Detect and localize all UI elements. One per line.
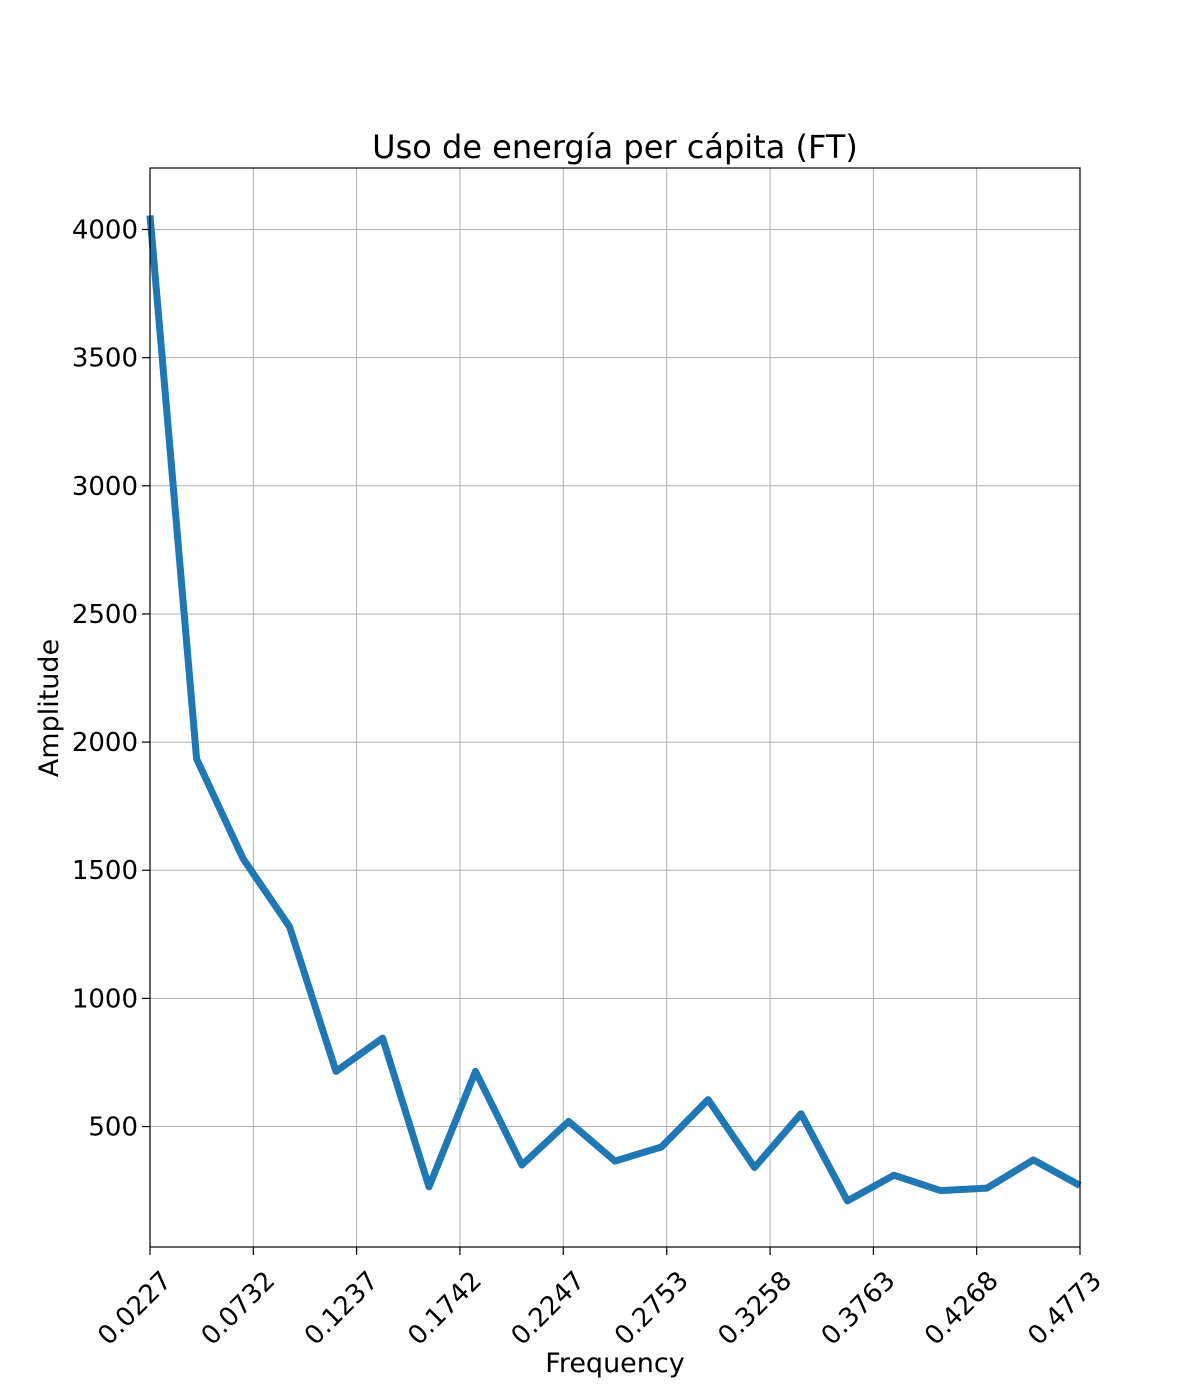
y-tick-label: 3500	[72, 344, 138, 374]
y-tick-label: 4000	[72, 216, 138, 246]
plot-frame	[149, 167, 1081, 1248]
x-tick-label: 0.4268	[919, 1266, 1005, 1352]
y-tick-label: 1500	[72, 856, 138, 886]
y-tick-label: 3000	[72, 472, 138, 502]
grid-lines	[149, 168, 1081, 1247]
x-tick-label: 0.1742	[402, 1266, 488, 1352]
x-tick-label: 0.2753	[609, 1266, 695, 1352]
x-tick-label: 0.2247	[506, 1266, 592, 1352]
x-tick-label: 0.3258	[712, 1266, 798, 1352]
chart-title: Uso de energía per cápita (FT)	[372, 128, 858, 166]
y-tick-label: 1000	[72, 984, 138, 1014]
x-tick-label: 0.0732	[196, 1266, 282, 1352]
axis-ticks: 0.0227 0.0732 0.1237 0.1742 0.2247 0.2753 0.32…	[72, 216, 1108, 1352]
x-tick-label: 0.0227	[92, 1266, 178, 1352]
series-line	[146, 215, 1082, 1205]
series-layer	[146, 215, 1082, 1205]
y-axis-label: Amplitude	[34, 639, 65, 777]
y-tick-label: 2500	[72, 600, 138, 630]
x-tick-label: 0.3763	[816, 1266, 902, 1352]
x-axis-label: Frequency	[545, 1348, 685, 1379]
y-tick-label: 2000	[72, 728, 138, 758]
x-tick-label: 0.4773	[1022, 1266, 1108, 1352]
y-tick-label: 500	[88, 1113, 138, 1143]
x-tick-label: 0.1237	[299, 1266, 385, 1352]
